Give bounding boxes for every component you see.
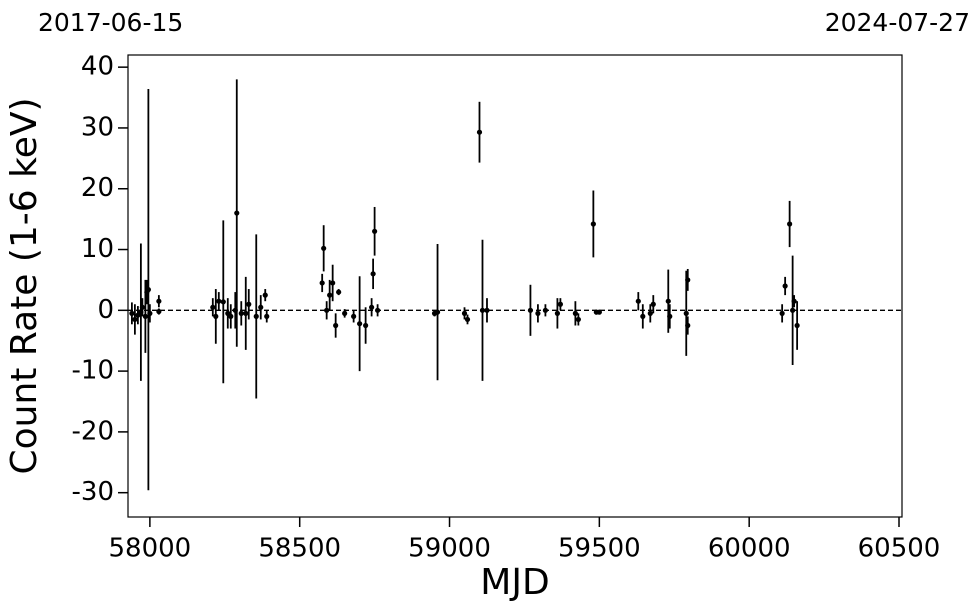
data-point [264,313,270,319]
data-point [357,321,363,327]
data-point [575,316,581,323]
data-point [351,313,357,319]
data-point [139,304,145,310]
data-point [790,307,796,313]
data-point [370,271,376,277]
data-point [243,310,249,316]
y-axis-label: Count Rate (1-6 keV) [4,97,45,474]
data-point [142,313,148,319]
data-point [228,313,234,319]
data-point [321,245,327,251]
data-point [650,301,656,307]
data-point [372,228,378,234]
data-point [156,298,162,304]
data-point [542,307,549,313]
data-point [145,287,151,293]
y-tick-label: 0 [97,295,114,325]
data-point [363,322,369,329]
x-tick-label: 59000 [408,534,491,564]
data-point [156,308,162,315]
data-point [234,210,240,216]
y-tick-label: -20 [72,416,114,446]
data-point [554,310,561,316]
x-axis-label: MJD [480,562,549,603]
y-tick-label: 20 [81,173,114,203]
data-point [330,280,336,286]
plot-frame [127,54,903,518]
data-point [535,310,541,316]
data-point [220,299,226,305]
y-tick-label: -30 [72,477,114,507]
y-tick-label: -10 [72,356,114,386]
x-tick-label: 60000 [708,534,791,564]
y-tick-label: 10 [81,234,114,264]
x-tick-label: 59500 [558,534,641,564]
data-point [782,283,788,289]
x-tick-label: 58000 [109,534,192,564]
data-point [667,313,673,319]
data-point [258,304,264,310]
data-point [213,313,219,319]
data-point [319,280,325,286]
x-tick-label: 58500 [258,534,341,564]
data-point [527,307,534,313]
data-point [216,298,222,304]
data-point [147,310,153,316]
data-point [464,316,471,323]
x-tick-label: 60500 [858,534,941,564]
data-point [375,307,381,313]
data-point [590,221,596,227]
data-point [779,310,785,316]
data-point [685,277,691,283]
data-point [262,292,268,298]
data-point [253,313,259,319]
data-point [791,298,797,304]
data-point [246,301,252,307]
data-point [327,292,333,298]
y-tick-label: 30 [81,112,114,142]
data-point [434,309,441,315]
data-point [557,301,563,307]
data-point [324,307,330,313]
data-point [129,310,135,316]
data-point [479,307,486,313]
data-point [794,322,800,329]
data-point [484,307,490,313]
data-point [685,322,691,329]
data-point [476,129,483,135]
data-point [635,298,641,304]
data-point [647,310,653,316]
data-point [596,309,602,315]
data-point [572,310,578,316]
data-point [336,289,342,295]
data-point [238,310,244,316]
data-point [333,322,339,329]
data-point [640,313,646,319]
top-right-date: 2024-07-27 [825,8,970,37]
data-point [210,304,216,310]
data-point [132,316,138,323]
data-point [342,310,348,316]
data-point [665,298,671,304]
data-point [461,310,468,316]
y-tick-label: 40 [81,52,114,82]
data-point [683,310,689,316]
top-left-date: 2017-06-15 [38,8,183,37]
data-point [369,304,375,310]
data-point [787,221,793,227]
